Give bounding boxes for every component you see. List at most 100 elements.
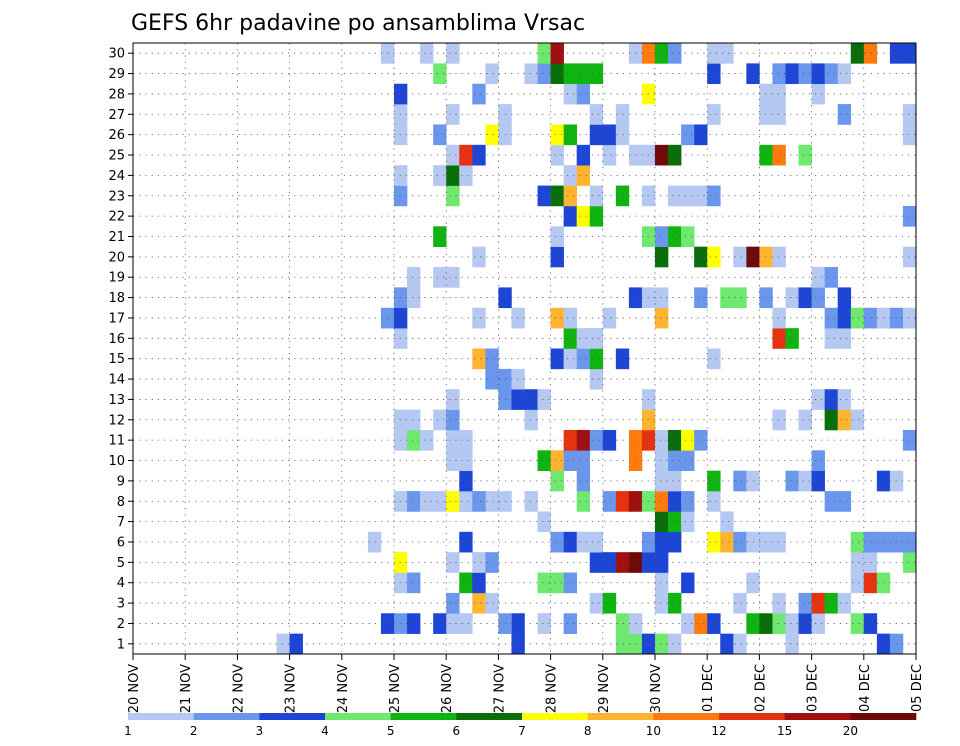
color-legend: 1 2 3 4 5 6 7 8 10 12 15 20: [124, 713, 917, 738]
legend-swatch: [193, 713, 260, 720]
heatmap-cell: [602, 124, 617, 146]
heatmap-cell: [537, 63, 551, 85]
heatmap-cell: [772, 531, 786, 553]
heatmap-cell: [824, 63, 838, 85]
heatmap-cell: [485, 348, 499, 370]
x-tick-label: 21 NOV: [179, 664, 194, 713]
heatmap-cell: [407, 572, 421, 594]
heatmap-cell: [668, 633, 682, 655]
heatmap-cell: [602, 307, 617, 329]
heatmap-cell: [446, 613, 460, 634]
heatmap-cell: [537, 389, 551, 410]
heatmap-cell: [707, 470, 721, 492]
heatmap-cell: [785, 613, 799, 634]
heatmap-cell: [655, 470, 669, 492]
x-tick-label: 22 NOV: [231, 664, 246, 713]
heatmap-cell: [602, 429, 617, 451]
legend-swatch: [587, 713, 654, 720]
heatmap-cell: [589, 368, 604, 390]
heatmap-cell: [681, 572, 695, 594]
heatmap-cell: [733, 592, 747, 614]
heatmap-cell: [446, 429, 460, 451]
x-tick-label: 30 NOV: [649, 664, 664, 713]
heatmap-cell: [576, 165, 591, 186]
heatmap-cell: [668, 531, 682, 553]
legend-swatch: [850, 713, 917, 720]
heatmap-cell: [863, 572, 878, 594]
heatmap-cell: [550, 572, 564, 594]
heatmap-cell: [589, 429, 604, 451]
heatmap-cell: [668, 144, 682, 166]
heatmap-cell: [811, 450, 825, 471]
heatmap-cell: [615, 613, 630, 634]
heatmap-cell: [863, 613, 878, 634]
heatmap-cell: [550, 307, 564, 329]
heatmap-cell: [850, 613, 865, 634]
heatmap-cell: [655, 144, 669, 166]
heatmap-cell: [537, 185, 551, 207]
heatmap-cell: [824, 328, 838, 349]
heatmap-cell: [681, 613, 695, 634]
heatmap-cell: [863, 531, 878, 553]
y-axis-ticks: 1234567891011121314151617181920212223242…: [108, 47, 133, 652]
x-axis-ticks: 20 NOV 21 NOV 22 NOV 23 NOV 24 NOV 25 NOV 26 N…: [127, 654, 925, 713]
heatmap-cell: [459, 144, 473, 166]
heatmap-cell: [720, 531, 734, 553]
heatmap-cell: [472, 83, 486, 105]
heatmap-cell: [850, 307, 865, 329]
heatmap-cell: [550, 185, 564, 207]
y-tick-label: 25: [108, 149, 125, 164]
heatmap-cell: [772, 328, 786, 349]
heatmap-cell: [720, 511, 734, 533]
heatmap-cell: [902, 124, 917, 146]
heatmap-cell: [837, 491, 852, 512]
heatmap-cell: [707, 348, 721, 370]
heatmap-cell: [433, 226, 447, 247]
heatmap-cell: [837, 63, 852, 85]
heatmap-cell: [576, 348, 591, 370]
heatmap-cell: [811, 389, 825, 410]
heatmap-cell: [668, 43, 682, 64]
heatmap-cell: [563, 328, 577, 349]
legend-swatch: [128, 713, 194, 720]
x-tick-label: 28 NOV: [545, 664, 560, 713]
legend-tick-label: 1: [124, 724, 132, 738]
heatmap-cell: [563, 613, 577, 634]
y-tick-label: 6: [117, 535, 125, 550]
heatmap-cell: [655, 450, 669, 471]
heatmap-cell: [446, 450, 460, 471]
heatmap-cell: [589, 205, 604, 227]
heatmap-cell: [811, 63, 825, 85]
heatmap-cell: [407, 287, 421, 309]
heatmap-cell: [772, 613, 786, 634]
heatmap-cell: [550, 43, 564, 64]
heatmap-cell: [407, 491, 421, 512]
heatmap-cell: [420, 43, 434, 64]
heatmap-cell: [694, 246, 708, 268]
heatmap-cell: [550, 63, 564, 85]
x-tick-label: 23 NOV: [284, 664, 299, 713]
heatmap-cell: [824, 267, 838, 288]
heatmap-cell: [785, 63, 799, 85]
heatmap-cell: [550, 470, 564, 492]
heatmap-cell: [681, 511, 695, 533]
legend-swatch: [456, 713, 523, 720]
heatmap-cell: [537, 43, 551, 64]
heatmap-cell: [655, 633, 669, 655]
heatmap-cell: [720, 43, 734, 64]
legend-tick-label: 2: [190, 724, 198, 738]
heatmap-cell: [472, 552, 486, 573]
heatmap-cell: [433, 63, 447, 85]
heatmap-cell: [720, 633, 734, 655]
x-tick-label: 24 NOV: [336, 664, 351, 713]
heatmap-cell: [550, 246, 564, 268]
heatmap-cell: [615, 185, 630, 207]
heatmap-cell: [524, 409, 538, 431]
heatmap-cell: [850, 409, 865, 431]
heatmap-cell: [472, 307, 486, 329]
x-tick-label: 04 DEC: [858, 664, 873, 712]
heatmap-cell: [524, 389, 538, 410]
heatmap-cell: [837, 328, 852, 349]
heatmap-cell: [772, 592, 786, 614]
x-tick-label: 03 DEC: [806, 664, 821, 712]
